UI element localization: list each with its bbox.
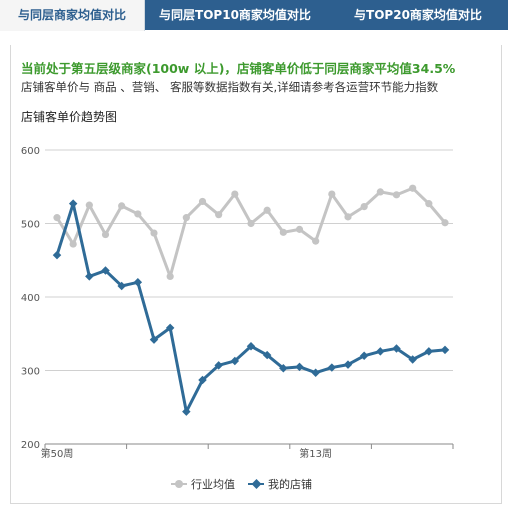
data-point [441, 219, 449, 227]
data-point [215, 211, 223, 219]
data-point [425, 200, 433, 208]
data-point [328, 190, 336, 198]
legend-label-industry-average: 行业均值 [191, 478, 235, 491]
data-point [85, 201, 93, 209]
data-point [344, 213, 352, 221]
data-point [150, 229, 158, 237]
y-tick-label: 600 [21, 146, 40, 157]
data-point [85, 272, 94, 281]
data-point [166, 272, 174, 281]
data-point [409, 184, 417, 192]
y-tick-label: 300 [21, 367, 40, 378]
series-line-industry-average [55, 186, 447, 278]
tab-bar: 与同层商家均值对比 与同层TOP10商家均值对比 与TOP20商家均值对比 [0, 0, 508, 31]
data-point [133, 278, 143, 287]
tab-top20[interactable]: 与TOP20商家均值对比 [354, 8, 482, 22]
data-point [214, 361, 223, 370]
data-point [118, 202, 126, 210]
y-tick-label: 400 [21, 293, 40, 304]
legend-label-my-store: 我的店铺 [268, 477, 312, 491]
data-point [392, 344, 401, 353]
summary-detail: 店铺客单价与 商品 、营销、 客服等数据指数有关,详细请参考各运营环节能力指数 [21, 80, 439, 94]
legend-swatch-industry-average [175, 480, 183, 488]
legend-swatch-my-store [251, 479, 262, 489]
data-point [359, 351, 369, 361]
data-point [117, 281, 126, 291]
data-point [327, 363, 337, 372]
data-point [198, 375, 207, 385]
x-tick-label: 第50周 [41, 447, 74, 460]
x-tick-label: 第13周 [299, 447, 332, 460]
data-point [440, 345, 450, 355]
data-point [69, 240, 77, 248]
data-point [53, 214, 61, 222]
data-point [182, 407, 191, 416]
data-point [424, 347, 434, 356]
chart-title: 店铺客单价趋势图 [21, 110, 118, 124]
content-panel [10, 45, 502, 504]
data-point [408, 355, 417, 364]
data-point [247, 219, 255, 228]
summary-headline: 当前处于第五层级商家(100w 以上)，店铺客单价低于同层商家平均值34.5% [21, 61, 456, 76]
data-point [295, 225, 304, 233]
tab-same-tier-average[interactable]: 与同层商家均值对比 [0, 0, 145, 31]
data-point [230, 356, 240, 366]
data-point [392, 191, 401, 199]
data-point [68, 199, 78, 208]
data-point [312, 237, 320, 245]
data-point [182, 214, 190, 222]
y-tick-label: 200 [21, 440, 40, 451]
data-point [279, 228, 287, 236]
data-point [376, 347, 385, 356]
y-tick-label: 500 [21, 220, 40, 231]
data-point [165, 323, 175, 333]
tab-same-tier-top10[interactable]: 与同层TOP10商家均值对比 [159, 8, 311, 22]
data-point [343, 360, 353, 369]
data-point [149, 335, 159, 344]
data-point [101, 266, 110, 275]
data-point [198, 197, 207, 206]
data-point [360, 202, 368, 211]
data-point [311, 368, 320, 377]
data-point [376, 188, 384, 196]
data-point [263, 206, 271, 214]
data-point [246, 342, 256, 351]
data-point [52, 250, 62, 260]
data-point [295, 362, 304, 372]
series-line-my-store [55, 202, 446, 414]
data-point [134, 210, 142, 218]
data-point [231, 190, 239, 198]
data-point [101, 230, 110, 239]
data-point [279, 364, 288, 373]
data-point [262, 350, 272, 360]
